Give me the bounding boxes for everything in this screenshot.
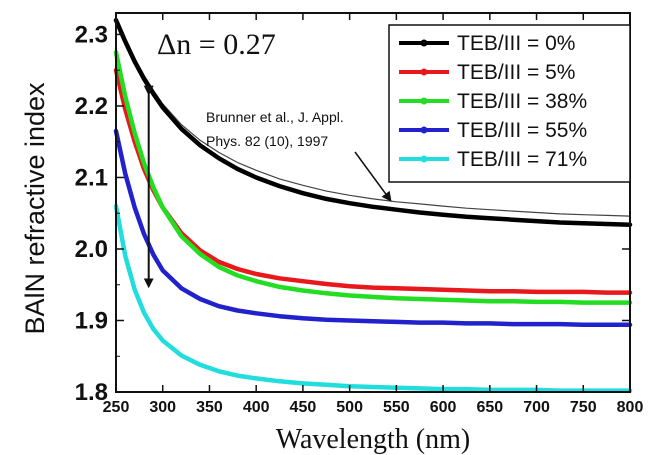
legend-box xyxy=(388,24,631,183)
x-tick-label: 350 xyxy=(196,399,223,416)
annotation-layer: Δn = 0.27 Brunner et al., J. Appl. Phys.… xyxy=(143,28,392,289)
x-tick-label: 700 xyxy=(523,399,550,416)
x-tick-label: 450 xyxy=(290,399,317,416)
x-tick-label: 800 xyxy=(617,399,644,416)
series-layer xyxy=(113,17,633,393)
x-tick-label: 400 xyxy=(243,399,270,416)
legend-label-0: TEB/III = 0% xyxy=(457,32,575,55)
legend: TEB/III = 0% TEB/III = 5% TEB/III = 38% TEB… xyxy=(388,24,631,183)
x-tick-label: 650 xyxy=(476,399,503,416)
x-axis-label: Wavelength (nm) xyxy=(276,424,470,455)
legend-marker-0 xyxy=(420,39,428,47)
y-tick-label: 2.1 xyxy=(75,164,108,191)
series-line-2 xyxy=(113,50,633,305)
legend-label-3: TEB/III = 55% xyxy=(457,119,587,142)
ticks-layer: 250 300 350 400 450 500 550 600 650 700 750 800 1.8 1… xyxy=(75,13,644,416)
legend-label-1: TEB/III = 5% xyxy=(457,61,575,84)
y-tick-label: 1.9 xyxy=(75,307,108,334)
x-tick-label: 250 xyxy=(103,399,130,416)
legend-label-4: TEB/III = 71% xyxy=(457,148,587,171)
series-line-4 xyxy=(113,203,633,393)
legend-label-2: TEB/III = 38% xyxy=(457,90,587,113)
reference-citation-line2: Phys. 82 (10), 1997 xyxy=(206,133,328,149)
y-axis-label: BAlN refractive index xyxy=(20,82,50,335)
y-tick-label: 2.3 xyxy=(75,21,108,48)
x-tick-label: 300 xyxy=(149,399,176,416)
legend-marker-2 xyxy=(420,97,428,105)
y-tick-label: 2.0 xyxy=(75,236,108,263)
legend-marker-4 xyxy=(420,155,428,163)
reference-citation-line1: Brunner et al., J. Appl. xyxy=(206,109,344,125)
plot-frame xyxy=(115,12,631,393)
x-tick-label: 550 xyxy=(383,399,410,416)
y-tick-label: 2.2 xyxy=(75,93,108,120)
x-tick-label: 750 xyxy=(570,399,597,416)
x-tick-label: 600 xyxy=(430,399,457,416)
legend-marker-1 xyxy=(420,68,428,76)
x-tick-label: 500 xyxy=(336,399,363,416)
series-line-3 xyxy=(113,128,633,328)
reference-arrow xyxy=(354,151,392,202)
delta-n-label: Δn = 0.27 xyxy=(157,28,276,61)
legend-marker-3 xyxy=(420,126,428,134)
series-line-0 xyxy=(113,17,633,227)
y-tick-label: 1.8 xyxy=(75,379,108,406)
